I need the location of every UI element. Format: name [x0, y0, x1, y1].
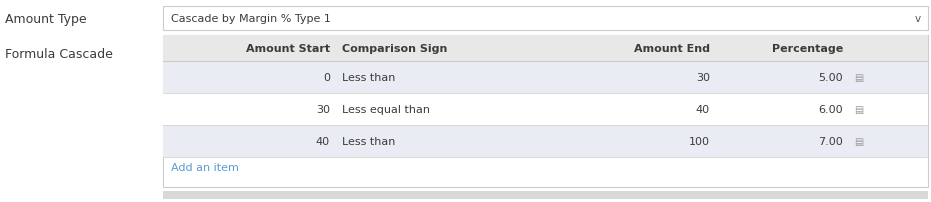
Text: Comparison Sign: Comparison Sign: [342, 44, 448, 54]
Text: Less than: Less than: [342, 73, 396, 83]
Bar: [163, 36, 928, 62]
Text: 40: 40: [695, 104, 710, 115]
Text: 40: 40: [316, 136, 330, 146]
Text: 7.00: 7.00: [818, 136, 843, 146]
Text: Amount End: Amount End: [634, 44, 710, 54]
Bar: [163, 36, 928, 187]
Text: Add an item: Add an item: [171, 162, 239, 172]
Text: 30: 30: [696, 73, 710, 83]
Text: ▤: ▤: [854, 136, 863, 146]
Bar: [163, 125, 928, 157]
Text: Cascade by Margin % Type 1: Cascade by Margin % Type 1: [171, 14, 331, 24]
Text: Amount Type: Amount Type: [5, 13, 87, 25]
Text: ▤: ▤: [854, 73, 863, 83]
Bar: [163, 94, 928, 125]
Bar: [163, 191, 928, 199]
Text: Less equal than: Less equal than: [342, 104, 430, 115]
Bar: [163, 7, 928, 31]
Text: Less than: Less than: [342, 136, 396, 146]
Text: ▤: ▤: [854, 104, 863, 115]
Text: Amount Start: Amount Start: [246, 44, 330, 54]
Text: v: v: [915, 14, 921, 24]
Text: 30: 30: [316, 104, 330, 115]
Text: 0: 0: [323, 73, 330, 83]
Text: Formula Cascade: Formula Cascade: [5, 48, 113, 61]
Text: 100: 100: [689, 136, 710, 146]
Text: 5.00: 5.00: [818, 73, 843, 83]
Bar: [163, 62, 928, 94]
Text: Percentage: Percentage: [772, 44, 843, 54]
Text: 6.00: 6.00: [818, 104, 843, 115]
